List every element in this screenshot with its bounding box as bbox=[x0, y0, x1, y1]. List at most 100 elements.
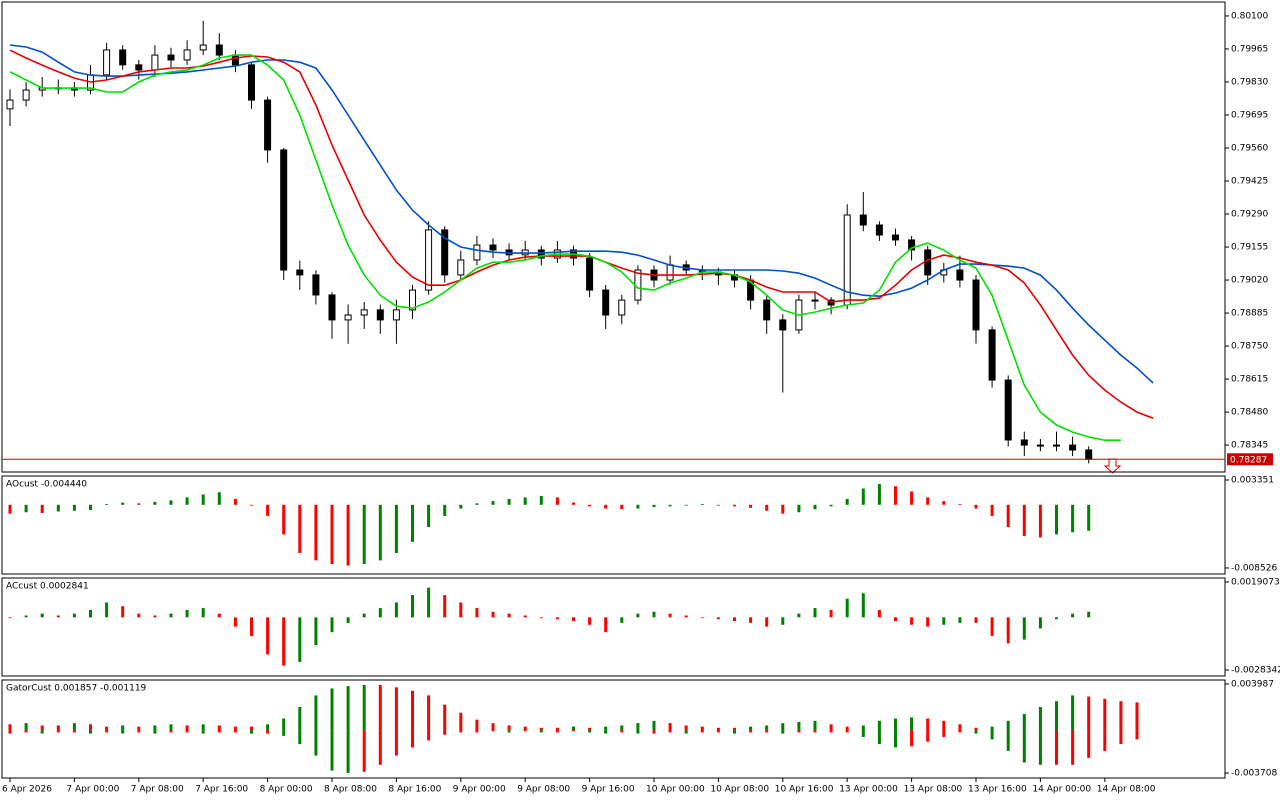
y-tick-label: 0.78345 bbox=[1231, 441, 1268, 451]
gator-bar bbox=[1022, 730, 1026, 763]
histogram-bar bbox=[636, 504, 640, 509]
candle-body bbox=[1004, 379, 1012, 441]
histogram-bar bbox=[137, 613, 141, 618]
histogram-bar bbox=[24, 504, 28, 513]
gator-bar bbox=[40, 730, 44, 734]
candle-body bbox=[537, 249, 545, 259]
gator-bar bbox=[121, 730, 125, 734]
gator-bar bbox=[700, 730, 704, 733]
histogram-bar bbox=[298, 504, 302, 553]
gator-bar bbox=[282, 718, 286, 731]
gator-bar bbox=[8, 730, 12, 734]
histogram-bar bbox=[733, 504, 736, 507]
histogram-bar bbox=[958, 504, 962, 505]
gator-bar bbox=[668, 730, 672, 733]
gator-bar bbox=[845, 726, 849, 731]
histogram-bar bbox=[394, 504, 398, 553]
histogram-bar bbox=[636, 613, 640, 618]
histogram-bar bbox=[217, 492, 221, 505]
candle-body bbox=[392, 309, 400, 321]
histogram-bar bbox=[233, 617, 237, 627]
candle-body bbox=[1053, 444, 1060, 447]
histogram-bar bbox=[539, 617, 543, 619]
histogram-bar bbox=[894, 486, 897, 505]
gator-bar bbox=[89, 730, 92, 734]
gator-bar bbox=[507, 725, 511, 731]
gator-bar bbox=[411, 730, 414, 748]
candle-body bbox=[618, 299, 626, 316]
x-tick-label: 9 Apr 16:00 bbox=[582, 785, 635, 795]
histogram-bar bbox=[169, 613, 173, 618]
candle-body bbox=[167, 54, 175, 61]
gator-bar bbox=[910, 717, 914, 731]
histogram-bar bbox=[1087, 611, 1091, 618]
histogram-bar bbox=[1055, 504, 1058, 535]
histogram-bar bbox=[105, 504, 109, 505]
candle-body bbox=[988, 329, 996, 381]
candle-body bbox=[199, 44, 207, 51]
histogram-bar bbox=[105, 602, 109, 618]
candle-body bbox=[908, 239, 916, 251]
histogram-bar bbox=[539, 495, 543, 505]
x-tick-label: 13 Apr 08:00 bbox=[904, 785, 963, 795]
gator-bar bbox=[1071, 695, 1075, 731]
gator-bar bbox=[250, 726, 253, 731]
histogram-bar bbox=[684, 504, 688, 506]
x-tick-label: 10 Apr 00:00 bbox=[646, 785, 705, 795]
gator-bar bbox=[910, 730, 914, 747]
candle-body bbox=[119, 49, 127, 66]
histogram-bar bbox=[217, 613, 221, 618]
histogram-bar bbox=[459, 504, 463, 509]
histogram-bar bbox=[250, 504, 253, 506]
gator-bar bbox=[507, 730, 511, 733]
gator-bar bbox=[620, 730, 624, 733]
histogram-bar bbox=[153, 615, 157, 618]
histogram-bar bbox=[40, 613, 44, 618]
gator-bar bbox=[555, 730, 559, 733]
candle-body bbox=[135, 64, 143, 71]
histogram-bar bbox=[572, 502, 575, 505]
gator-bar bbox=[185, 730, 189, 733]
histogram-bar bbox=[765, 504, 769, 511]
gator-bar bbox=[233, 726, 237, 731]
histogram-bar bbox=[8, 504, 12, 514]
histogram-bar bbox=[974, 504, 978, 509]
candle-body bbox=[376, 309, 384, 321]
gator-bar bbox=[765, 725, 769, 731]
gator-bar bbox=[636, 723, 640, 731]
gator-bar bbox=[716, 727, 720, 731]
histogram-bar bbox=[604, 504, 608, 509]
histogram-bar bbox=[733, 617, 736, 622]
histogram-bar bbox=[443, 504, 447, 516]
candle-body bbox=[473, 244, 481, 261]
gator-bar bbox=[217, 730, 221, 733]
histogram-bar bbox=[233, 498, 237, 505]
histogram-bar bbox=[877, 609, 881, 618]
histogram-bar bbox=[620, 617, 624, 623]
histogram-bar bbox=[507, 613, 511, 618]
gator-bar bbox=[588, 730, 592, 733]
histogram-bar bbox=[716, 617, 720, 620]
histogram-bar bbox=[1055, 617, 1058, 620]
histogram-bar bbox=[8, 617, 12, 619]
histogram-bar bbox=[588, 504, 592, 507]
gator-bar bbox=[72, 730, 76, 733]
histogram-bar bbox=[185, 609, 189, 618]
gator-bar bbox=[620, 725, 624, 731]
histogram-bar bbox=[845, 598, 849, 618]
gator-bar bbox=[427, 730, 431, 741]
candle-body bbox=[956, 269, 964, 281]
histogram-bar bbox=[1022, 617, 1026, 640]
gator-bar bbox=[765, 730, 769, 733]
gator-bar bbox=[861, 725, 865, 731]
panel-frame bbox=[1, 1, 1226, 473]
gator-bar bbox=[427, 695, 431, 731]
histogram-bar bbox=[668, 613, 672, 618]
gator-bar bbox=[72, 723, 76, 731]
histogram-bar bbox=[781, 617, 785, 625]
y-tick-label: 0.79290 bbox=[1231, 210, 1268, 220]
candle-body bbox=[344, 314, 352, 321]
y-tick-label: 0.78480 bbox=[1231, 408, 1268, 418]
gator-bar bbox=[539, 727, 543, 731]
